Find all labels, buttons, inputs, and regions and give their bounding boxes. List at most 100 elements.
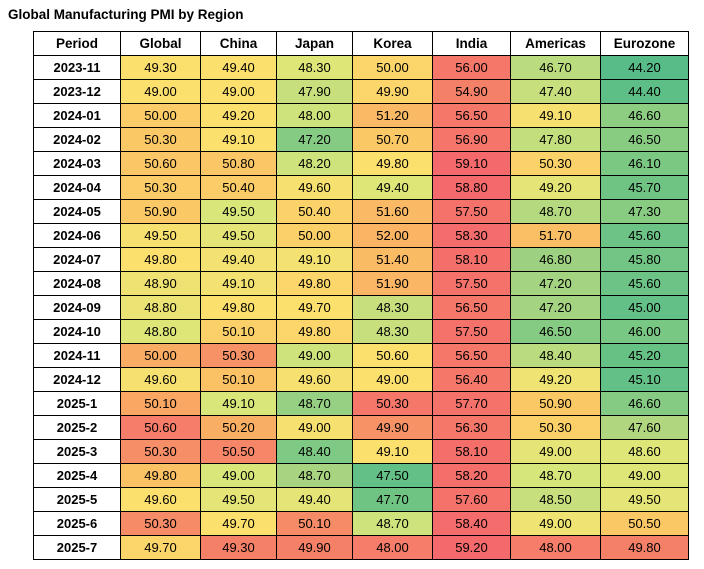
period-cell: 2024-04 (33, 175, 121, 200)
table-row: 2025-5 49.60 49.50 49.40 47.70 57.60 48.50 49.5… (33, 487, 689, 512)
value-cell-eurozone: 45.10 (600, 367, 689, 392)
table-row: 2024-07 49.80 49.40 49.10 51.40 58.10 46.80 45.… (33, 247, 689, 272)
value-cell-japan: 48.30 (276, 55, 353, 80)
value-cell-india: 58.80 (432, 175, 511, 200)
value-cell-india: 56.00 (432, 55, 511, 80)
value-cell-india: 56.50 (432, 295, 511, 320)
value-cell-japan: 47.20 (276, 127, 353, 152)
value-cell-india: 56.90 (432, 127, 511, 152)
table-row: 2024-03 50.60 50.80 48.20 49.80 59.10 50.30 46.… (33, 151, 689, 176)
value-cell-americas: 48.50 (510, 487, 601, 512)
value-cell-americas: 50.30 (510, 415, 601, 440)
page-title: Global Manufacturing PMI by Region (8, 7, 244, 22)
value-cell-americas: 50.30 (510, 151, 601, 176)
value-cell-americas: 49.20 (510, 367, 601, 392)
value-cell-japan: 48.00 (276, 103, 353, 128)
value-cell-japan: 50.00 (276, 223, 353, 248)
value-cell-korea: 49.40 (352, 175, 433, 200)
value-cell-korea: 51.60 (352, 199, 433, 224)
value-cell-americas: 46.80 (510, 247, 601, 272)
value-cell-korea: 48.00 (352, 535, 433, 560)
value-cell-global: 49.70 (120, 535, 201, 560)
value-cell-eurozone: 48.60 (600, 439, 689, 464)
value-cell-global: 50.60 (120, 151, 201, 176)
value-cell-china: 50.50 (200, 439, 277, 464)
value-cell-korea: 50.00 (352, 55, 433, 80)
period-cell: 2025-1 (33, 391, 121, 416)
value-cell-korea: 51.40 (352, 247, 433, 272)
value-cell-global: 50.30 (120, 175, 201, 200)
value-cell-india: 56.50 (432, 343, 511, 368)
value-cell-korea: 50.30 (352, 391, 433, 416)
value-cell-korea: 48.30 (352, 295, 433, 320)
value-cell-americas: 50.90 (510, 391, 601, 416)
table-row: 2024-06 49.50 49.50 50.00 52.00 58.30 51.70 45.… (33, 223, 689, 248)
value-cell-japan: 49.60 (276, 367, 353, 392)
period-cell: 2024-10 (33, 319, 121, 344)
value-cell-global: 50.30 (120, 511, 201, 536)
table-row: 2024-09 48.80 49.80 49.70 48.30 56.50 47.20 45.… (33, 295, 689, 320)
period-cell: 2024-05 (33, 199, 121, 224)
value-cell-global: 49.80 (120, 247, 201, 272)
value-cell-korea: 48.30 (352, 319, 433, 344)
value-cell-india: 58.10 (432, 247, 511, 272)
value-cell-eurozone: 45.20 (600, 343, 689, 368)
period-cell: 2023-12 (33, 79, 121, 104)
value-cell-china: 50.10 (200, 319, 277, 344)
value-cell-americas: 47.20 (510, 271, 601, 296)
table-row: 2024-04 50.30 50.40 49.60 49.40 58.80 49.20 45.… (33, 175, 689, 200)
value-cell-china: 50.40 (200, 175, 277, 200)
value-cell-india: 57.60 (432, 487, 511, 512)
value-cell-japan: 48.20 (276, 151, 353, 176)
column-header-eurozone: Eurozone (600, 31, 689, 56)
value-cell-india: 58.40 (432, 511, 511, 536)
value-cell-global: 50.90 (120, 199, 201, 224)
value-cell-eurozone: 45.00 (600, 295, 689, 320)
value-cell-global: 50.30 (120, 439, 201, 464)
value-cell-korea: 49.10 (352, 439, 433, 464)
table-row: 2025-7 49.70 49.30 49.90 48.00 59.20 48.00 49.8… (33, 535, 689, 560)
value-cell-japan: 49.40 (276, 487, 353, 512)
value-cell-india: 58.20 (432, 463, 511, 488)
value-cell-japan: 49.00 (276, 415, 353, 440)
value-cell-eurozone: 47.60 (600, 415, 689, 440)
value-cell-japan: 48.70 (276, 391, 353, 416)
value-cell-china: 49.50 (200, 199, 277, 224)
table-row: 2024-11 50.00 50.30 49.00 50.60 56.50 48.40 45.… (33, 343, 689, 368)
value-cell-korea: 49.90 (352, 79, 433, 104)
column-header-china: China (200, 31, 277, 56)
value-cell-global: 49.80 (120, 463, 201, 488)
value-cell-india: 57.50 (432, 271, 511, 296)
value-cell-global: 50.30 (120, 127, 201, 152)
value-cell-japan: 48.40 (276, 439, 353, 464)
value-cell-china: 49.00 (200, 79, 277, 104)
value-cell-india: 56.50 (432, 103, 511, 128)
value-cell-korea: 51.20 (352, 103, 433, 128)
value-cell-china: 50.20 (200, 415, 277, 440)
value-cell-india: 59.10 (432, 151, 511, 176)
value-cell-americas: 48.00 (510, 535, 601, 560)
value-cell-japan: 49.90 (276, 535, 353, 560)
value-cell-japan: 49.80 (276, 271, 353, 296)
value-cell-india: 59.20 (432, 535, 511, 560)
value-cell-eurozone: 50.50 (600, 511, 689, 536)
value-cell-korea: 47.70 (352, 487, 433, 512)
value-cell-global: 49.00 (120, 79, 201, 104)
value-cell-global: 50.60 (120, 415, 201, 440)
value-cell-india: 57.70 (432, 391, 511, 416)
value-cell-japan: 49.00 (276, 343, 353, 368)
value-cell-eurozone: 45.70 (600, 175, 689, 200)
value-cell-americas: 49.00 (510, 439, 601, 464)
value-cell-americas: 47.80 (510, 127, 601, 152)
value-cell-china: 50.10 (200, 367, 277, 392)
value-cell-korea: 50.60 (352, 343, 433, 368)
value-cell-eurozone: 45.80 (600, 247, 689, 272)
value-cell-korea: 48.70 (352, 511, 433, 536)
value-cell-americas: 47.20 (510, 295, 601, 320)
table-row: 2024-08 48.90 49.10 49.80 51.90 57.50 47.20 45.… (33, 271, 689, 296)
value-cell-americas: 49.10 (510, 103, 601, 128)
table-row: 2024-10 48.80 50.10 49.80 48.30 57.50 46.50 46.… (33, 319, 689, 344)
value-cell-global: 49.60 (120, 367, 201, 392)
value-cell-china: 49.70 (200, 511, 277, 536)
